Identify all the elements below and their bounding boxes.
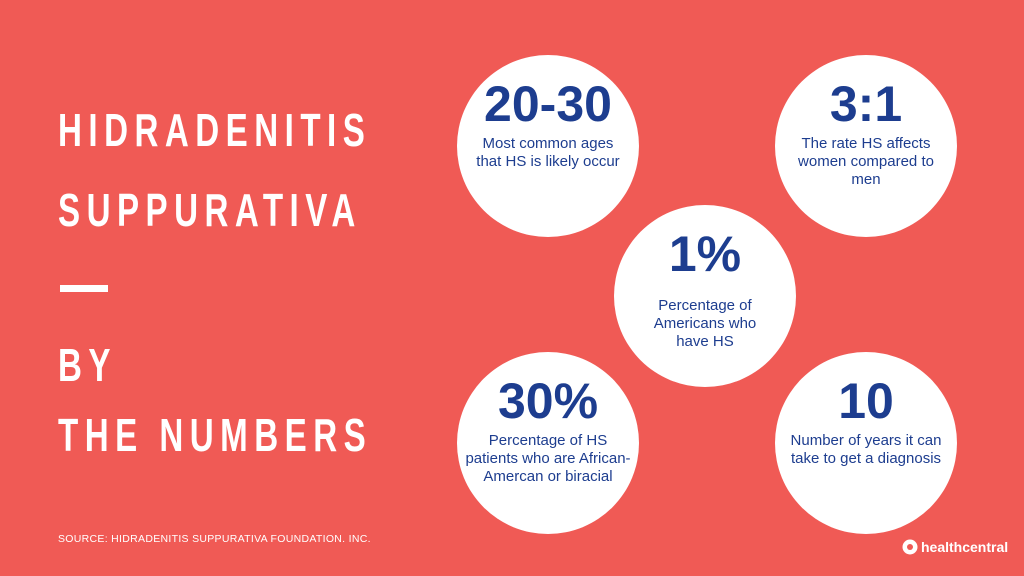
stat-value: 1% <box>668 226 742 282</box>
stat-description: Most common ages that HS is likely occur <box>476 135 620 170</box>
divider <box>60 285 108 292</box>
stat-description: Number of years it can take to get a dia… <box>790 432 942 467</box>
stat-value: 3:1 <box>829 76 903 132</box>
title-line: BY <box>58 339 117 391</box>
stat-circle: 3:1 The rate HS affects women compared t… <box>775 55 957 237</box>
title-line: SUPPURATIVA <box>58 184 362 236</box>
stat-circle: 30% Percentage of HS patients who are Af… <box>457 352 639 534</box>
logo-text: healthcentral <box>921 539 1009 555</box>
stat-value: 10 <box>838 373 894 429</box>
stat-value: 20-30 <box>484 76 612 132</box>
source-note: SOURCE: HIDRADENITIS SUPPURATIVA FOUNDAT… <box>58 533 371 545</box>
stat-description: The rate HS affects women compared to me… <box>798 135 934 188</box>
stat-circle: 10 Number of years it can take to get a … <box>775 352 957 534</box>
logo: healthcentral <box>902 539 1008 555</box>
stat-circle: 1% Percentage of Americans who have HS <box>614 205 796 387</box>
title-line: THE NUMBERS <box>58 409 373 461</box>
stat-circle: 20-30 Most common ages that HS is likely… <box>457 55 639 237</box>
stat-value: 30% <box>497 373 599 429</box>
stat-description: Percentage of Americans who have HS <box>653 297 757 350</box>
stat-description: Percentage of HS patients who are Africa… <box>465 432 631 485</box>
title-line: HIDRADENITIS <box>58 104 372 156</box>
logo-icon <box>902 539 918 555</box>
